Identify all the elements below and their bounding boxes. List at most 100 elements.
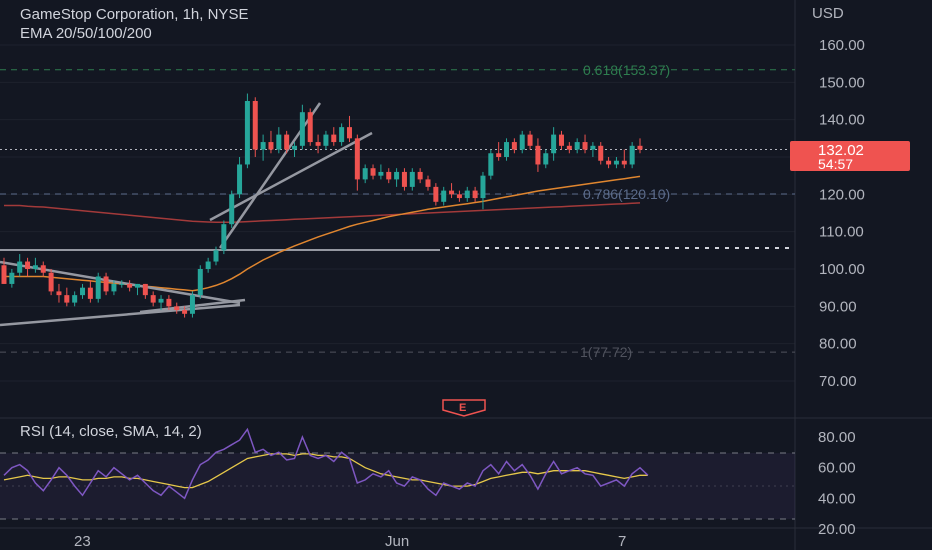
candle-body[interactable] [127,283,133,288]
candle-body[interactable] [56,291,62,296]
candle-body[interactable] [417,171,423,180]
candle-body[interactable] [40,265,46,273]
candle-body[interactable] [80,287,86,296]
earnings-marker[interactable]: E [442,399,486,417]
candle-body[interactable] [315,142,321,146]
candle-body[interactable] [339,127,345,143]
indicator-label: EMA 20/50/100/200 [20,25,152,42]
candle-body[interactable] [331,134,337,143]
candle-body[interactable] [292,145,298,150]
candle-body[interactable] [111,283,117,292]
candlestick-series[interactable] [1,93,643,318]
last-price-badge: 132.02 54:57 [790,141,910,172]
candle-body[interactable] [613,160,619,165]
wedge-lower-line[interactable] [0,303,241,327]
candle-body[interactable] [504,142,510,157]
candle-body[interactable] [582,142,588,150]
candle-body[interactable] [174,306,180,311]
candle-body[interactable] [25,261,31,269]
fib-level-label: 1(77.72) [580,344,632,360]
candle-body[interactable] [574,142,580,150]
candle-body[interactable] [166,298,172,307]
candle-body[interactable] [464,190,470,199]
candle-body[interactable] [535,145,541,165]
candle-body[interactable] [488,153,494,176]
time-label-7: 7 [618,533,626,550]
candle-body[interactable] [362,168,368,180]
ema-50-line[interactable] [4,175,641,292]
candle-body[interactable] [598,145,604,161]
candle-body[interactable] [441,190,447,202]
candle-body[interactable] [307,112,313,143]
candle-body[interactable] [425,179,431,187]
price-tick: 100.00 [819,261,865,278]
candle-body[interactable] [433,186,439,202]
candle-body[interactable] [511,142,517,150]
candle-body[interactable] [543,153,549,165]
candle-body[interactable] [284,134,290,150]
candle-body[interactable] [244,101,250,165]
candle-body[interactable] [519,134,525,150]
candle-body[interactable] [182,310,188,314]
candle-body[interactable] [551,134,557,154]
ema-200-line[interactable] [4,202,641,224]
candle-body[interactable] [64,295,70,303]
candle-body[interactable] [95,276,101,299]
candle-body[interactable] [299,112,305,146]
candle-body[interactable] [496,153,502,157]
candle-body[interactable] [237,164,243,195]
candle-body[interactable] [197,269,203,296]
candle-body[interactable] [252,101,258,150]
candle-body[interactable] [205,261,211,269]
rsi-line[interactable] [3,427,649,500]
candle-body[interactable] [472,190,478,199]
candle-body[interactable] [158,298,164,303]
candle-body[interactable] [527,134,533,146]
fibonacci-levels[interactable]: 0.618(153.37) 0.786(120.10) 1(77.72) [0,62,795,360]
candle-body[interactable] [119,283,125,285]
candle-body[interactable] [276,134,282,150]
candle-body[interactable] [394,171,400,180]
candle-body[interactable] [268,142,274,150]
candle-body[interactable] [134,283,140,288]
price-tick: 120.00 [819,186,865,203]
candle-body[interactable] [566,145,572,150]
rsi-axis[interactable]: 80.00 60.00 40.00 20.00 [818,429,856,538]
candle-body[interactable] [449,190,455,195]
candle-body[interactable] [401,171,407,187]
candle-body[interactable] [229,194,235,225]
price-tick: 70.00 [819,373,857,390]
candle-body[interactable] [621,160,627,165]
candle-body[interactable] [9,272,15,284]
candle-body[interactable] [354,138,360,180]
candle-body[interactable] [637,145,643,150]
candle-body[interactable] [370,168,376,176]
candle-body[interactable] [142,283,148,296]
candle-body[interactable] [409,171,415,187]
candle-body[interactable] [323,134,329,146]
candle-body[interactable] [150,295,156,303]
time-label-23: 23 [74,533,91,550]
candle-body[interactable] [558,134,564,146]
candle-body[interactable] [629,145,635,165]
candle-body[interactable] [32,265,38,269]
candle-body[interactable] [213,250,219,262]
candle-body[interactable] [260,142,266,150]
candle-body[interactable] [103,276,109,292]
candle-body[interactable] [221,224,227,251]
candle-body[interactable] [386,171,392,180]
candle-body[interactable] [17,261,23,273]
candle-body[interactable] [346,127,352,139]
candle-body[interactable] [606,160,612,165]
candle-body[interactable] [189,295,195,314]
candle-body[interactable] [48,272,54,292]
rising-trendline[interactable] [209,131,373,222]
candle-body[interactable] [590,145,596,150]
candle-body[interactable] [480,175,486,199]
candle-body[interactable] [1,265,7,284]
candle-body[interactable] [72,295,78,303]
candle-body[interactable] [456,194,462,199]
candle-body[interactable] [378,171,384,176]
candle-body[interactable] [87,287,93,299]
